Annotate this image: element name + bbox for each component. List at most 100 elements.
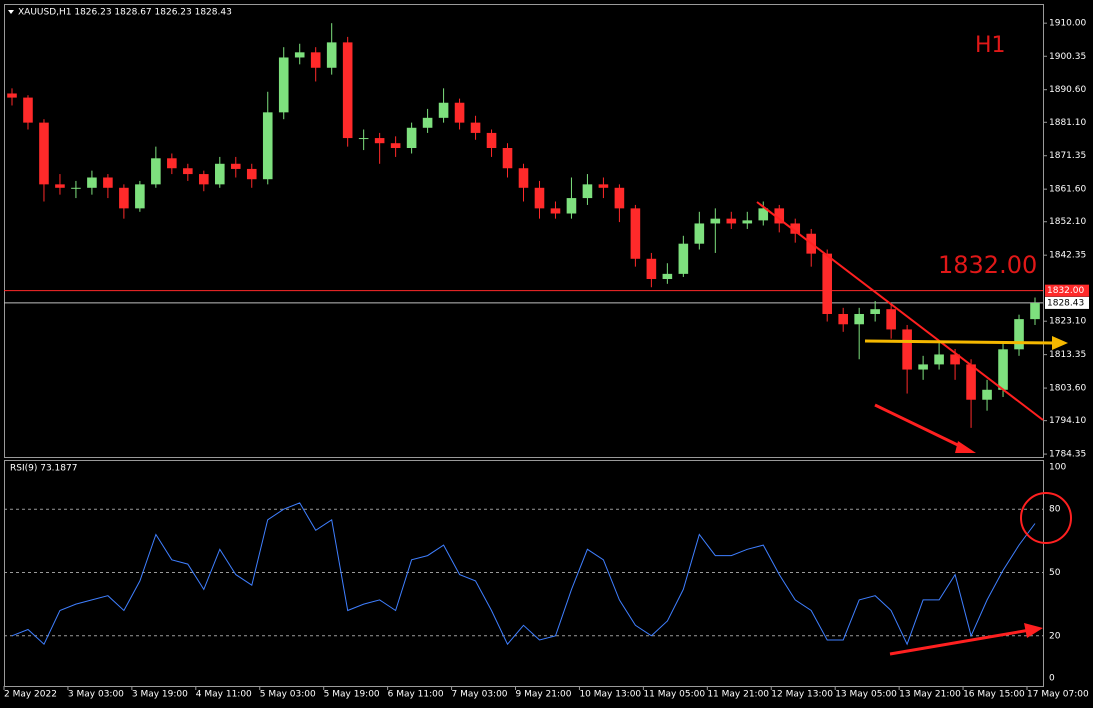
x-tick-label: 9 May 21:00 — [516, 690, 572, 700]
candle-body — [374, 138, 385, 144]
candle-body — [742, 220, 753, 224]
candle-body — [534, 187, 545, 209]
candle-body — [151, 158, 161, 185]
rsi-tick-label: 0 — [1049, 674, 1055, 684]
main-panel — [4, 4, 1044, 458]
candle-body — [550, 208, 561, 214]
menu-arrow[interactable] — [8, 10, 14, 14]
candle-body — [966, 364, 976, 400]
x-tick-label: 10 May 13:00 — [579, 690, 641, 700]
candle-body — [678, 243, 689, 274]
support-arrow — [864, 339, 1056, 345]
candle-body — [934, 354, 944, 365]
rsi-tick-label: 80 — [1049, 505, 1061, 515]
candle-body — [326, 42, 337, 68]
candle-body — [614, 187, 625, 209]
candle-body — [854, 313, 864, 325]
candle-body — [502, 148, 513, 169]
candle-body — [246, 168, 257, 180]
candle-body — [135, 184, 145, 209]
candle-body — [262, 112, 273, 180]
level-annotation: 1832.00 — [938, 251, 1037, 279]
candle-body — [870, 309, 880, 314]
candle-body — [7, 93, 17, 98]
y-tick-label: 1861.60 — [1049, 185, 1086, 195]
x-tick-label: 11 May 21:00 — [707, 690, 769, 700]
candle-body — [998, 349, 1008, 390]
support-arrow-head — [1052, 336, 1068, 350]
marks: 1910.00 1900.35 1890.60 1881.10 1871.35 1861.… — [3, 19, 1089, 700]
x-tick-label: 11 May 05:00 — [643, 690, 705, 700]
candle-body — [838, 313, 848, 325]
candle-body — [119, 187, 129, 209]
y-tick-label: 1871.35 — [1049, 151, 1086, 161]
y-tick-label: 1813.35 — [1049, 350, 1086, 360]
candle-body — [902, 329, 912, 370]
y-tick-label: 1852.10 — [1049, 217, 1086, 227]
y-tick-label: 1842.35 — [1049, 251, 1086, 261]
candle-body — [1030, 303, 1040, 320]
candle-body — [822, 253, 833, 314]
candle-body — [710, 218, 721, 224]
rsi-tick-label: 100 — [1049, 463, 1066, 473]
candle-body — [422, 117, 433, 128]
trend-line — [756, 201, 1044, 421]
x-tick-label: 13 May 21:00 — [899, 690, 961, 700]
candle-body — [694, 223, 705, 244]
x-tick-label: 5 May 19:00 — [324, 690, 380, 700]
candle-body — [55, 184, 65, 188]
candle-body — [310, 52, 321, 68]
candle-body — [582, 184, 593, 199]
candle-body — [598, 184, 609, 188]
candle-body — [1014, 319, 1024, 350]
candle-body — [918, 364, 928, 370]
x-tick-label: 16 May 15:00 — [963, 690, 1025, 700]
price-label: 1832.00 — [1047, 286, 1084, 296]
x-tick-label: 3 May 03:00 — [68, 690, 124, 700]
candle-body — [982, 389, 992, 400]
candle-body — [630, 208, 641, 259]
candle-body — [470, 122, 481, 133]
candle-body — [790, 223, 801, 234]
candle-body — [438, 102, 449, 118]
price-divergence-arrow — [874, 403, 965, 450]
x-tick-label: 12 May 13:00 — [771, 690, 833, 700]
rsi-line — [11, 502, 1036, 646]
price-label: 1828.43 — [1047, 298, 1084, 308]
price-divergence-arrow-head — [955, 441, 976, 453]
y-tick-label: 1784.35 — [1049, 450, 1086, 460]
x-tick-label: 17 May 07:00 — [1027, 690, 1089, 700]
x-tick-label: 4 May 11:00 — [196, 690, 252, 700]
rsi-divergence-arrow — [889, 628, 1031, 656]
rsi-panel — [4, 460, 1044, 687]
x-tick-label: 7 May 03:00 — [452, 690, 508, 700]
candle-body — [167, 158, 177, 169]
candle-body — [87, 177, 97, 188]
rsi-label: RSI(9) 73.1877 — [10, 464, 77, 474]
candle-body — [646, 258, 657, 280]
candle-body — [774, 208, 785, 224]
y-tick-label: 1910.00 — [1049, 19, 1086, 29]
rsi-tick-label: 20 — [1049, 631, 1061, 641]
candle-body — [950, 354, 960, 365]
overbought-circle — [1020, 492, 1072, 544]
candle-body — [358, 138, 369, 140]
candle-body — [390, 143, 401, 149]
y-tick-label: 1803.60 — [1049, 384, 1086, 394]
y-tick-label: 1881.10 — [1049, 118, 1086, 128]
candle-body — [454, 102, 465, 123]
x-tick-label: 13 May 05:00 — [835, 690, 897, 700]
candle-body — [103, 177, 113, 188]
timeframe-annotation: H1 — [975, 33, 1006, 58]
candle-body — [39, 122, 49, 185]
candle-body — [71, 187, 81, 189]
candle-body — [886, 309, 896, 330]
price-label-box — [1045, 284, 1089, 297]
candle-body — [758, 208, 769, 221]
candle-body — [518, 168, 529, 188]
x-tick-label: 3 May 19:00 — [132, 690, 188, 700]
y-tick-label: 1794.10 — [1049, 416, 1086, 426]
